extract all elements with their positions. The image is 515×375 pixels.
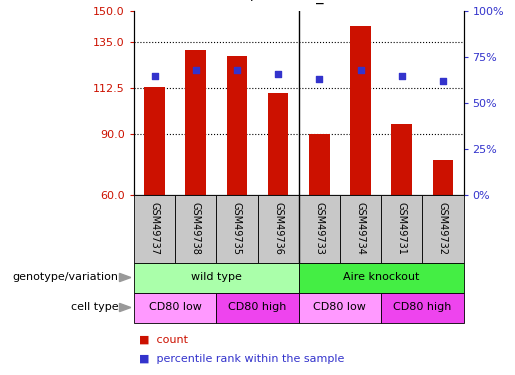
Text: GSM49736: GSM49736	[273, 202, 283, 255]
Bar	[309, 134, 330, 195]
Text: GDS2274 / 101165_at: GDS2274 / 101165_at	[177, 0, 338, 4]
Text: CD80 high: CD80 high	[228, 303, 287, 312]
Text: GSM49737: GSM49737	[149, 202, 160, 255]
Bar	[134, 262, 299, 292]
Bar	[258, 195, 299, 262]
Text: GSM49738: GSM49738	[191, 202, 201, 255]
Bar	[422, 195, 464, 262]
Bar	[381, 195, 422, 262]
Text: CD80 low: CD80 low	[149, 303, 201, 312]
Text: GSM49735: GSM49735	[232, 202, 242, 255]
Bar	[134, 195, 175, 262]
Bar	[134, 292, 216, 322]
Point	[274, 71, 282, 77]
Text: GSM49733: GSM49733	[314, 202, 324, 255]
Bar	[340, 195, 381, 262]
Bar	[299, 195, 340, 262]
Bar	[216, 195, 258, 262]
Text: CD80 low: CD80 low	[314, 303, 366, 312]
Bar	[175, 195, 216, 262]
Bar	[350, 26, 371, 195]
Bar	[299, 292, 381, 322]
Bar	[381, 292, 464, 322]
Bar	[144, 87, 165, 195]
Point	[315, 76, 323, 82]
Text: CD80 high: CD80 high	[393, 303, 452, 312]
Text: GSM49732: GSM49732	[438, 202, 448, 255]
Bar	[227, 56, 247, 195]
Text: ■  percentile rank within the sample: ■ percentile rank within the sample	[139, 354, 345, 364]
Bar	[433, 160, 453, 195]
Text: Aire knockout: Aire knockout	[343, 273, 419, 282]
Point	[192, 67, 200, 73]
Bar	[216, 292, 299, 322]
Point	[233, 67, 241, 73]
Text: cell type: cell type	[71, 303, 118, 312]
Point	[356, 67, 365, 73]
Bar	[299, 262, 464, 292]
Text: GSM49731: GSM49731	[397, 202, 407, 255]
Text: genotype/variation: genotype/variation	[12, 273, 118, 282]
Bar	[391, 123, 412, 195]
Point	[398, 73, 406, 79]
Text: ■  count: ■ count	[139, 334, 188, 345]
Text: GSM49734: GSM49734	[355, 202, 366, 255]
Bar	[268, 93, 288, 195]
Point	[439, 78, 447, 84]
Point	[150, 73, 159, 79]
Text: wild type: wild type	[191, 273, 242, 282]
Bar	[185, 50, 206, 195]
